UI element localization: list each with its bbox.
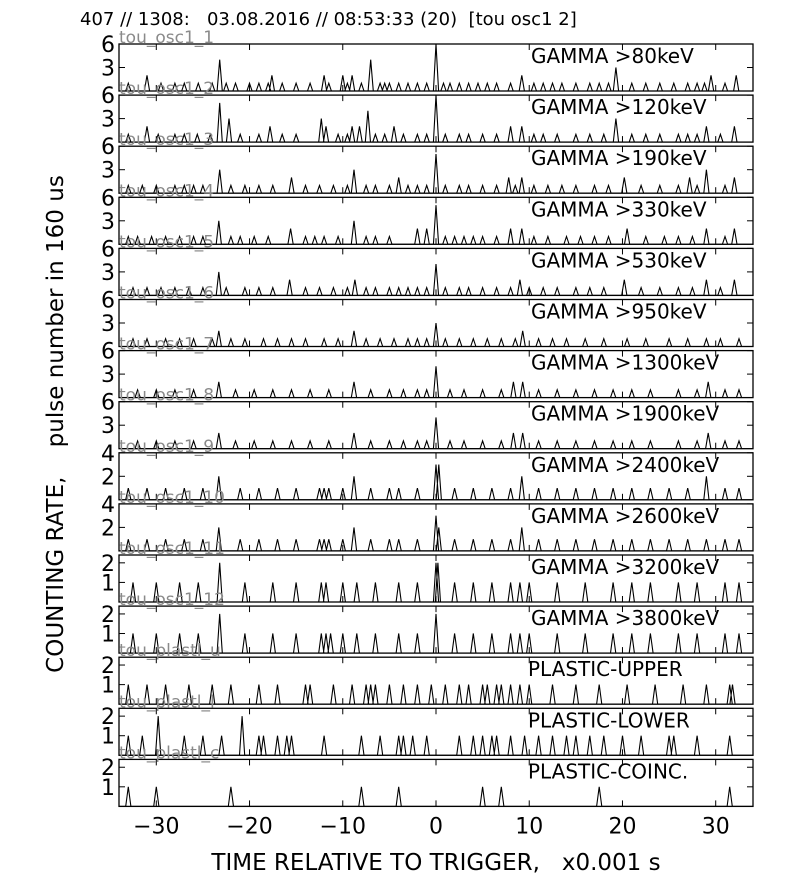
y-tick-label: 4 (101, 442, 115, 467)
energy-label: GAMMA >530keV (531, 248, 707, 272)
y-tick-label: 6 (101, 33, 115, 58)
channel-id: tou_osc1_5 (119, 232, 214, 252)
channel-id: tou_osc1_12 (119, 590, 225, 610)
panel-frame (118, 707, 754, 756)
x-tick-label: −30 (133, 814, 179, 839)
y-tick-label: 4 (101, 493, 115, 518)
series-line (119, 205, 753, 245)
y-tick-label: 6 (101, 289, 115, 314)
channel-id: tou_osc1_4 (119, 181, 214, 201)
series-line (119, 786, 753, 807)
y-tick-label: 2 (101, 552, 115, 577)
energy-label: GAMMA >1900keV (531, 402, 720, 426)
x-tick-label: −10 (320, 814, 366, 839)
x-tick-label: 30 (702, 814, 730, 839)
series-line (119, 95, 753, 143)
y-tick-label: 3 (101, 210, 115, 235)
y-tick-label: 3 (101, 261, 115, 286)
x-axis-label: TIME RELATIVE TO TRIGGER, x0.001 s (211, 850, 661, 876)
series-line (119, 464, 753, 500)
y-tick-label: 1 (101, 725, 115, 750)
y-tick-label: 2 (101, 465, 115, 490)
y-tick-label: 3 (101, 57, 115, 82)
channel-id: tou_osc1_11 (119, 539, 225, 559)
energy-label: GAMMA >3200keV (531, 555, 720, 579)
y-tick-label: 3 (101, 108, 115, 133)
series-line (119, 153, 753, 194)
channel-id: tou_osc1_1 (119, 28, 214, 48)
energy-label: GAMMA >1300keV (531, 351, 720, 375)
channel-id: tou_osc1_10 (119, 488, 225, 508)
y-tick-label: 1 (101, 776, 115, 801)
channel-id: tou_plastl_c (119, 743, 219, 763)
y-tick-label: 6 (101, 237, 115, 262)
y-tick-label: 6 (101, 135, 115, 160)
y-tick-label: 2 (101, 603, 115, 628)
channel-id: tou_plastl_l (119, 692, 215, 712)
energy-label: GAMMA >120keV (531, 95, 707, 119)
channel-id: tou_osc1_6 (119, 284, 214, 304)
series-line (119, 515, 753, 551)
energy-label: GAMMA >190keV (531, 146, 707, 170)
series-line (119, 562, 753, 602)
y-tick-label: 6 (101, 84, 115, 109)
y-tick-label: 1 (101, 623, 115, 648)
energy-label: GAMMA >950keV (531, 300, 707, 324)
panel-frame (118, 656, 754, 705)
x-tick-label: −20 (226, 814, 272, 839)
y-tick-label: 6 (101, 186, 115, 211)
energy-label: GAMMA >2600keV (531, 504, 720, 528)
x-tick-label: 0 (429, 814, 443, 839)
energy-label: PLASTIC-COINC. (528, 759, 688, 783)
series-line (119, 613, 753, 654)
channel-id: tou_osc1_3 (119, 130, 214, 150)
series-line (119, 366, 753, 398)
figure-header: 407 // 1308: 03.08.2016 // 08:53:33 (20)… (80, 9, 577, 30)
y-tick-label: 6 (101, 340, 115, 365)
series-line (119, 684, 753, 705)
energy-label: GAMMA >330keV (531, 197, 707, 221)
y-tick-label: 3 (101, 159, 115, 184)
panel-frame (118, 503, 754, 552)
channel-id: tou_osc1_2 (119, 79, 214, 99)
y-tick-label: 2 (101, 705, 115, 730)
panel-frame (118, 758, 754, 808)
y-tick-label: 3 (101, 312, 115, 337)
x-tick-label: 20 (608, 814, 636, 839)
series-line (119, 716, 753, 756)
series-line (119, 417, 753, 449)
y-tick-label: 3 (101, 363, 115, 388)
y-tick-label: 1 (101, 674, 115, 699)
y-tick-label: 2 (101, 516, 115, 541)
y-tick-label: 2 (101, 654, 115, 679)
energy-label: PLASTIC-UPPER (528, 657, 683, 681)
energy-label: PLASTIC-LOWER (528, 708, 690, 732)
energy-label: GAMMA >3800keV (531, 606, 720, 630)
channel-id: tou_osc1_7 (119, 335, 214, 355)
channel-id: tou_osc1_9 (119, 437, 214, 457)
y-tick-label: 2 (101, 756, 115, 781)
y-tick-label: 6 (101, 391, 115, 416)
channel-id: tou_osc1_8 (119, 386, 214, 406)
x-tick-label: 10 (515, 814, 543, 839)
y-tick-label: 1 (101, 571, 115, 596)
series-line (119, 264, 753, 296)
energy-label: GAMMA >80keV (531, 44, 694, 68)
y-tick-label: 3 (101, 414, 115, 439)
energy-label: GAMMA >2400keV (531, 453, 720, 477)
channel-id: tou_plastl_u (119, 641, 221, 661)
